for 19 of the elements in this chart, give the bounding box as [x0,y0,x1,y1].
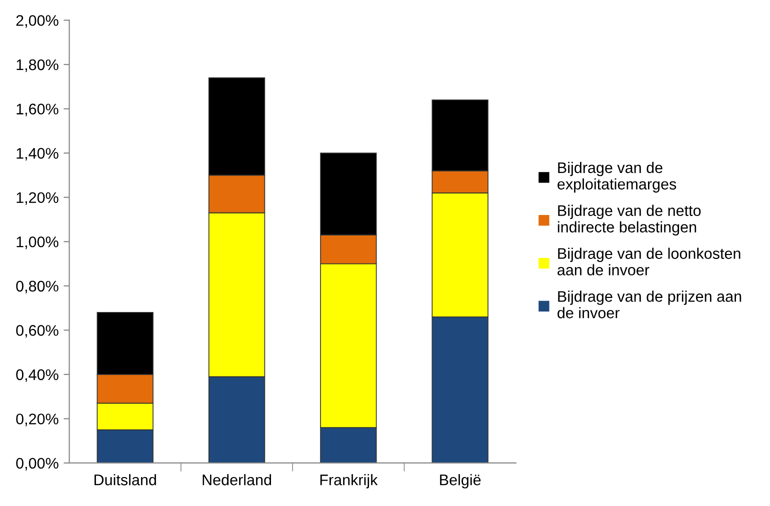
y-tick-label: 0,60% [16,325,58,338]
y-tick-label: 0,80% [16,280,58,294]
y-tick-label: 0,20% [16,414,58,426]
legend-label: Bijdrage van de exploitatiemarges [558,162,676,193]
legend-label: Bijdrage van de loonkosten aan de invoer [558,248,740,276]
y-tick-label: 0,40% [16,369,58,382]
y-tick-label: 1,00% [16,236,58,250]
legend-label: Bijdrage van de netto indirecte belastingen [558,204,701,236]
y-tick-label: 0,00% [16,458,58,470]
y-tick-label: 1,20% [16,192,58,205]
y-tick-label: 1,60% [16,104,58,116]
y-tick-label: 2,00% [16,15,58,28]
y-tick-label: 1,40% [16,148,58,161]
x-tick-label: België [440,474,481,488]
x-tick-label: Frankrijk [320,474,378,488]
x-tick-label: Duitsland [94,474,156,486]
x-tick-label: Nederland [202,474,272,486]
y-tick-label: 1,80% [16,59,58,72]
legend-label: Bijdrage van de prijzen aan de invoer [558,290,742,318]
